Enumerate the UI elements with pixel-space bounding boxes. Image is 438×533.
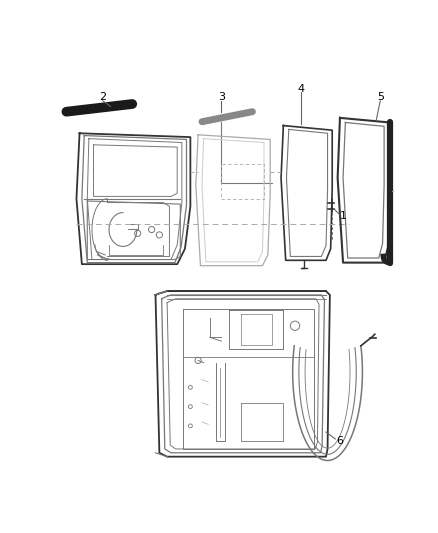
Text: 1: 1 [339,212,346,221]
Text: 3: 3 [218,92,225,102]
Text: 5: 5 [377,92,384,102]
Text: 2: 2 [99,92,106,102]
Text: 4: 4 [298,84,305,94]
Text: 6: 6 [336,436,343,446]
